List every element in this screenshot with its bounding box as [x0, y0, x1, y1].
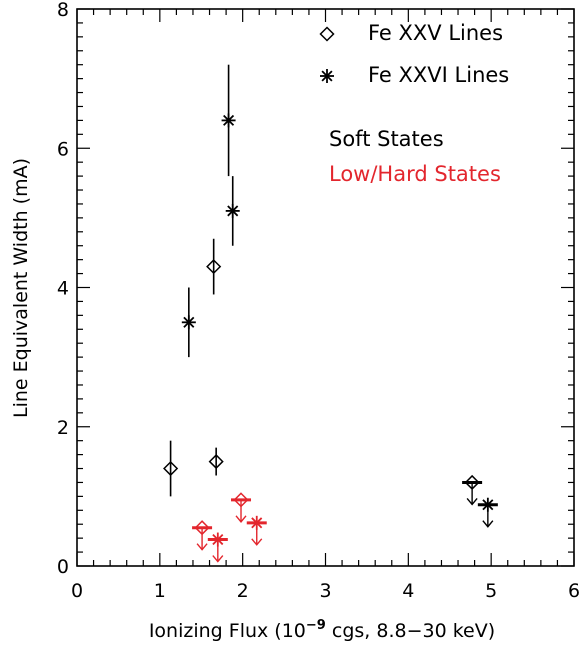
diamond-marker [208, 454, 224, 470]
diamond-marker [163, 460, 179, 477]
asterisk-marker [221, 113, 236, 128]
axes [76, 8, 575, 567]
upper-limit-arrowhead [196, 543, 208, 551]
asterisk-marker [480, 497, 495, 512]
x-tick-labels: 0 1 2 3 4 5 6 [71, 580, 580, 602]
legend: Fe XXV Lines Fe XXVI Lines Soft States Low/… [319, 21, 509, 186]
upper-limit-arrowhead [251, 538, 263, 546]
upper-limit [462, 480, 483, 506]
upper-limit-arrowhead [482, 520, 494, 528]
data-point [207, 532, 228, 563]
data-point [208, 447, 224, 476]
legend-state-label: Low/Hard States [329, 162, 501, 186]
data-point [246, 515, 267, 546]
y-tick-labels: 0 2 4 6 8 [57, 0, 69, 578]
y-tick-label: 2 [57, 417, 69, 439]
data-point [462, 474, 483, 506]
upper-limit-arrowhead [466, 498, 478, 506]
data-point [231, 492, 252, 523]
data-point [192, 520, 213, 551]
diamond-marker [206, 259, 222, 275]
diamond-marker [233, 492, 249, 508]
y-axis-title: Line Equivalent Width (mA) [10, 158, 32, 418]
y-tick-label: 8 [57, 0, 69, 21]
upper-limit-arrowhead [235, 515, 247, 523]
diamond-marker [464, 474, 480, 491]
data-point [206, 238, 222, 295]
upper-limit [231, 498, 252, 523]
x-axis-title: Ionizing Flux (10−9 cgs, 8.8−30 keV) [149, 618, 495, 642]
diamond-marker [194, 520, 210, 536]
legend-entry: Fe XXV Lines [319, 21, 503, 45]
legend-entry: Fe XXVI Lines [320, 63, 509, 87]
x-tick-label: 6 [568, 580, 580, 602]
x-tick-label: 3 [319, 580, 331, 602]
legend-label: Fe XXVI Lines [368, 63, 509, 87]
legend-diamond-marker [319, 26, 335, 42]
plot-frame [76, 8, 575, 567]
x-tick-label: 0 [71, 580, 83, 602]
upper-limit-arrowhead [212, 555, 224, 563]
x-axis-title-exponent: −9 [306, 618, 326, 633]
data-point [477, 497, 498, 528]
y-tick-label: 4 [57, 278, 69, 300]
y-tick-label: 0 [57, 556, 69, 578]
asterisk-marker [210, 532, 225, 547]
data-points [163, 64, 498, 563]
x-axis-title-main: Ionizing Flux (10 [149, 620, 306, 642]
data-point [181, 287, 196, 358]
legend-asterisk-marker [320, 69, 334, 83]
asterisk-marker [249, 515, 264, 530]
x-tick-label: 2 [237, 580, 249, 602]
x-tick-label: 1 [154, 580, 166, 602]
x-tick-label: 4 [402, 580, 414, 602]
data-point [163, 440, 179, 497]
y-tick-label: 6 [57, 138, 69, 160]
asterisk-marker [181, 315, 196, 330]
data-point [225, 176, 240, 246]
legend-label: Fe XXV Lines [368, 21, 503, 45]
data-point [221, 64, 236, 177]
legend-state-label: Soft States [329, 127, 444, 151]
x-tick-label: 5 [485, 580, 497, 602]
x-axis-title-tail: cgs, 8.8−30 keV) [326, 620, 495, 642]
asterisk-marker [225, 203, 240, 218]
